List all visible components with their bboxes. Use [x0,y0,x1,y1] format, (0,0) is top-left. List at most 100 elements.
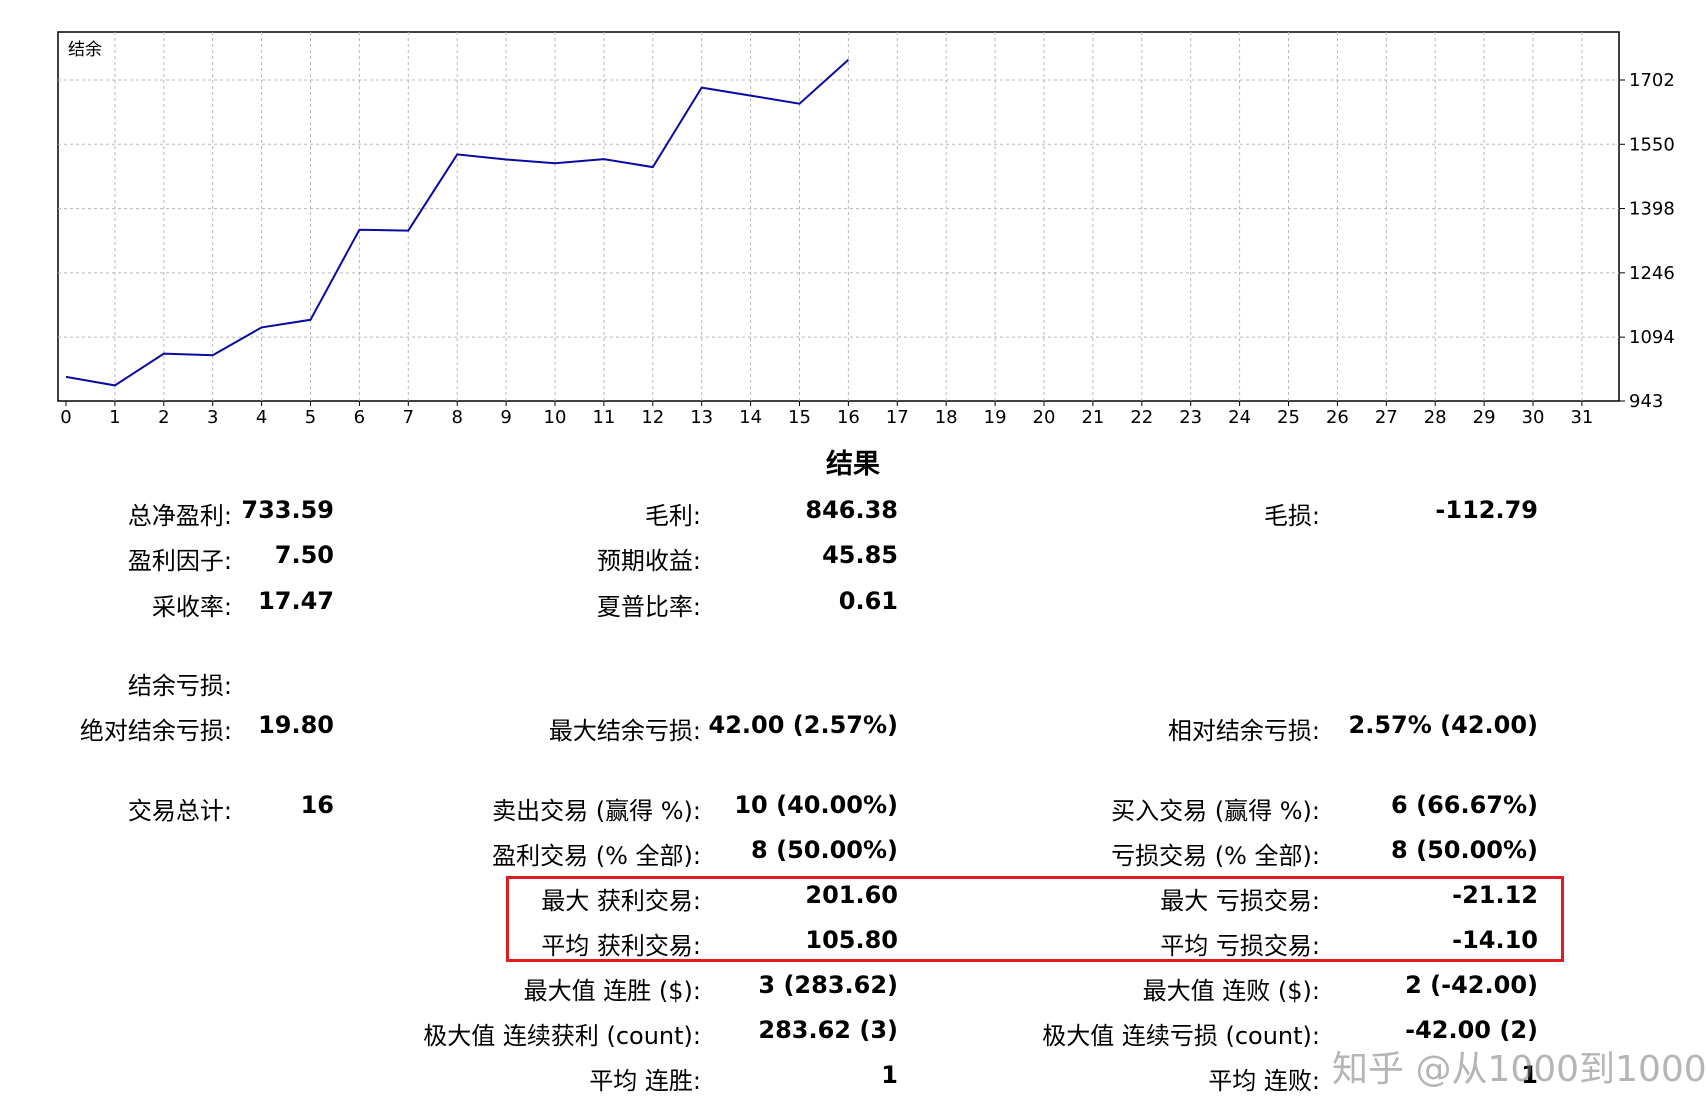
recovery-factor-label: 采收率: [151,593,232,621]
y-tick-label: 1094 [1629,327,1675,348]
x-tick-label: 22 [1130,407,1153,428]
y-tick-label: 1550 [1629,134,1675,155]
avg-loss-label: 平均 亏损交易: [1160,932,1320,960]
y-tick-label: 943 [1629,391,1663,412]
x-tick-label: 4 [256,407,267,428]
x-tick-label: 28 [1424,407,1447,428]
abs-drawdown-label: 绝对结余亏损: [79,717,232,745]
y-tick-label: 1398 [1629,199,1675,220]
sharpe-value: 0.61 [838,587,898,615]
maximal-consec-loss-label: 极大值 连续亏损 (count): [1042,1022,1320,1050]
avg-loss-value: -14.10 [1452,926,1538,954]
abs-drawdown-value: 19.80 [258,711,334,739]
x-tick-label: 17 [886,407,909,428]
gross-profit-label: 毛利: [644,502,701,530]
max-consec-losses-label: 最大值 连败 ($): [1142,977,1320,1005]
x-tick-label: 21 [1081,407,1104,428]
max-consec-wins-label: 最大值 连胜 ($): [523,977,701,1005]
x-tick-label: 30 [1522,407,1545,428]
loss-trades-value: 8 (50.00%) [1391,836,1538,864]
avg-consec-losses-value: 1 [1521,1061,1538,1089]
chart-title: 结余 [68,40,102,60]
avg-profit-value: 105.80 [805,926,898,954]
rel-drawdown-value: 2.57% (42.00) [1348,711,1538,739]
x-tick-label: 23 [1179,407,1202,428]
x-tick-label: 31 [1570,407,1593,428]
maximal-consec-loss-value: -42.00 (2) [1405,1016,1538,1044]
loss-trades-label: 亏损交易 (% 全部): [1111,842,1320,870]
avg-consec-wins-label: 平均 连胜: [589,1067,701,1095]
x-tick-label: 12 [641,407,664,428]
x-tick-label: 20 [1033,407,1056,428]
gross-loss-value: -112.79 [1435,496,1538,524]
x-tick-label: 24 [1228,407,1251,428]
x-tick-label: 19 [984,407,1007,428]
largest-profit-label: 最大 获利交易: [541,887,701,915]
x-tick-label: 26 [1326,407,1349,428]
chart-grid [58,32,1619,401]
long-trades-label: 买入交易 (赢得 %): [1111,797,1320,825]
x-tick-label: 10 [544,407,567,428]
maximal-consec-profit-label: 极大值 连续获利 (count): [423,1022,701,1050]
profit-trades-value: 8 (50.00%) [751,836,898,864]
recovery-factor-value: 17.47 [258,587,334,615]
balance-line [65,58,850,387]
x-tick-label: 27 [1375,407,1398,428]
x-tick-label: 13 [690,407,713,428]
max-drawdown-value: 42.00 (2.57%) [708,711,898,739]
largest-loss-value: -21.12 [1452,881,1538,909]
x-tick-label: 0 [60,407,71,428]
profit-trades-label: 盈利交易 (% 全部): [492,842,701,870]
total-trades-value: 16 [300,791,334,819]
x-tick-label: 7 [403,407,414,428]
max-consec-wins-value: 3 (283.62) [758,971,898,999]
x-tick-label: 11 [592,407,615,428]
x-tick-label: 2 [158,407,169,428]
total-trades-label: 交易总计: [127,797,232,825]
max-drawdown-label: 最大结余亏损: [548,717,701,745]
short-trades-value: 10 (40.00%) [734,791,898,819]
avg-profit-label: 平均 获利交易: [541,932,701,960]
x-tick-label: 6 [354,407,365,428]
profit-factor-value: 7.50 [274,541,334,569]
gross-loss-label: 毛损: [1263,502,1320,530]
x-tick-label: 3 [207,407,218,428]
largest-profit-value: 201.60 [805,881,898,909]
expected-payoff-label: 预期收益: [596,547,701,575]
short-trades-label: 卖出交易 (赢得 %): [492,797,701,825]
x-tick-label: 15 [788,407,811,428]
x-tick-label: 9 [500,407,511,428]
watermark: 知乎 @从1000到1000万 [1332,1049,1706,1090]
x-tick-label: 25 [1277,407,1300,428]
avg-consec-losses-label: 平均 连败: [1208,1067,1320,1095]
gross-profit-value: 846.38 [805,496,898,524]
balance-series [65,58,850,387]
x-tick-label: 18 [935,407,958,428]
profit-factor-label: 盈利因子: [127,547,232,575]
maximal-consec-profit-value: 283.62 (3) [758,1016,898,1044]
x-tick-label: 14 [739,407,762,428]
chart-plot-area [57,31,1620,402]
y-tick-label: 1702 [1629,70,1675,91]
results-title: 结果 [826,449,880,480]
largest-loss-label: 最大 亏损交易: [1160,887,1320,915]
net-profit-label: 总净盈利: [127,502,232,530]
net-profit-value: 733.59 [241,496,334,524]
x-tick-label: 29 [1473,407,1496,428]
x-axis-ticks: 0 1 2 3 4 5 6 7 8 9 10 11 12 13 14 15 16 17 18 19 20 21 22 23 24… [60,401,1593,428]
y-tick-label: 1246 [1629,263,1675,284]
highlight-box [506,876,1564,962]
x-tick-label: 5 [305,407,316,428]
y-axis-ticks: 1702 1550 1398 1246 1094 943 [1619,70,1675,412]
x-tick-label: 16 [837,407,860,428]
long-trades-value: 6 (66.67%) [1391,791,1538,819]
rel-drawdown-label: 相对结余亏损: [1167,717,1320,745]
x-tick-label: 1 [109,407,120,428]
sharpe-label: 夏普比率: [596,593,701,621]
balance-drawdown-label: 结余亏损: [127,672,232,700]
avg-consec-wins-value: 1 [881,1061,898,1089]
expected-payoff-value: 45.85 [822,541,898,569]
max-consec-losses-value: 2 (-42.00) [1405,971,1538,999]
x-tick-label: 8 [451,407,462,428]
